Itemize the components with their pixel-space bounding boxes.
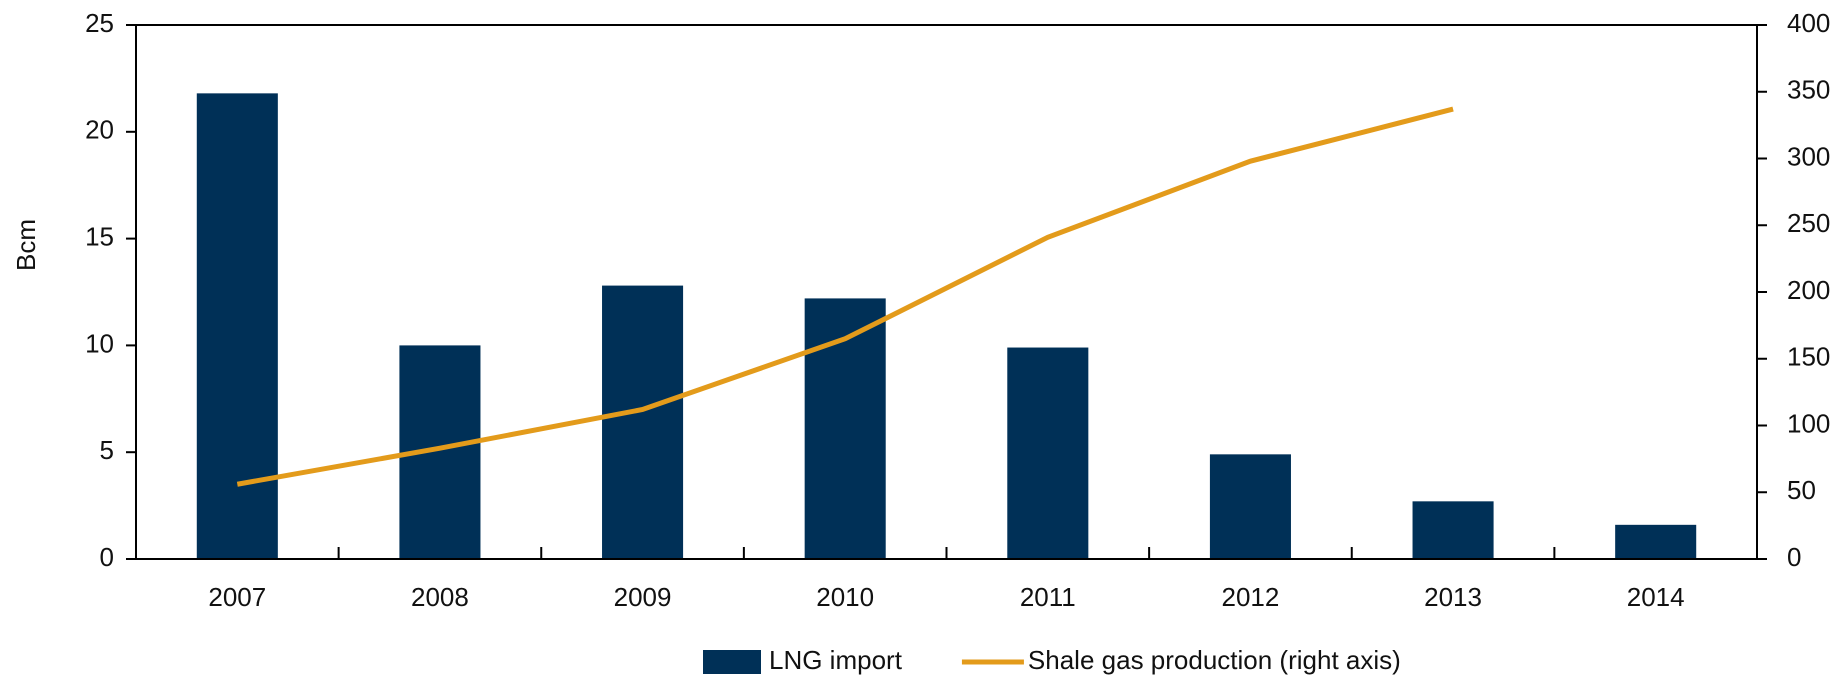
legend-swatch (703, 650, 761, 674)
x-tick-label: 2009 (614, 582, 672, 612)
y-tick-label: 20 (85, 115, 114, 145)
y2-tick-label: 250 (1787, 208, 1830, 238)
bar (196, 93, 278, 560)
y2-tick-label: 400 (1787, 8, 1830, 38)
legend-label: LNG import (769, 645, 903, 675)
x-tick-label: 2012 (1222, 582, 1280, 612)
y-axis-label: Bcm (11, 219, 41, 271)
bar (1615, 524, 1697, 559)
bar (804, 298, 886, 559)
y2-tick-label: 350 (1787, 75, 1830, 105)
bar (1007, 347, 1089, 559)
bar (1412, 501, 1494, 559)
x-tick-label: 2010 (816, 582, 874, 612)
y-tick-label: 0 (100, 542, 114, 572)
y2-tick-label: 150 (1787, 342, 1830, 372)
x-tick-label: 2014 (1627, 582, 1685, 612)
y-tick-label: 15 (85, 221, 114, 251)
bar (1209, 454, 1291, 559)
x-tick-label: 2013 (1424, 582, 1482, 612)
y2-tick-label: 0 (1787, 542, 1801, 572)
y-tick-label: 25 (85, 8, 114, 38)
x-tick-label: 2007 (208, 582, 266, 612)
y2-tick-label: 300 (1787, 141, 1830, 171)
bar (602, 285, 684, 559)
legend-label: Shale gas production (right axis) (1028, 645, 1401, 675)
y2-tick-label: 200 (1787, 275, 1830, 305)
y-tick-label: 5 (100, 435, 114, 465)
y-tick-label: 10 (85, 328, 114, 358)
x-tick-label: 2008 (411, 582, 469, 612)
y2-tick-label: 50 (1787, 475, 1816, 505)
x-tick-label: 2011 (1020, 582, 1076, 612)
line (236, 106, 1454, 487)
y2-tick-label: 100 (1787, 408, 1830, 438)
